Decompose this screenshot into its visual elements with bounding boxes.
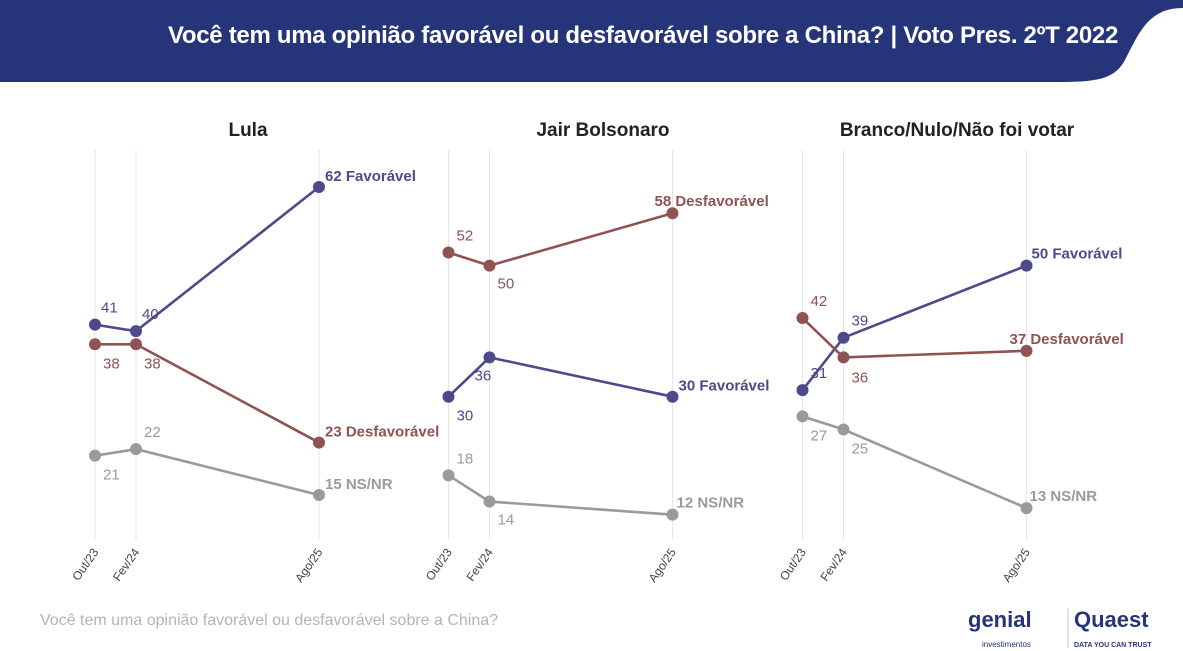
x-tick-label: Out/23 — [423, 545, 455, 583]
series-line-NS/NR — [447, 474, 673, 516]
data-label: 58 Desfavorável — [655, 193, 769, 210]
brand-logos: genial investimentos Quaest DATA YOU CAN… — [968, 607, 1152, 649]
data-point — [483, 495, 496, 508]
series-line-NS/NR — [94, 447, 320, 497]
data-label: 18 — [457, 450, 474, 467]
data-label: 50 — [498, 276, 515, 293]
data-point — [130, 443, 142, 456]
genial-logo-sub: investimentos — [982, 640, 1031, 649]
data-point — [1020, 344, 1033, 357]
data-point — [837, 331, 850, 344]
data-label: 27 — [811, 427, 828, 444]
x-tick-label: Ago/25 — [646, 545, 679, 584]
data-point — [89, 318, 101, 331]
panel-title: Lula — [228, 120, 267, 141]
data-point — [666, 390, 679, 403]
data-label: 42 — [811, 293, 828, 310]
data-label: 14 — [498, 512, 515, 529]
quaest-logo-sub: DATA YOU CAN TRUST — [1074, 642, 1152, 649]
data-point — [313, 436, 325, 449]
data-point — [130, 325, 142, 338]
data-label: 41 — [101, 300, 118, 317]
series-line-Desfavorável — [801, 317, 1027, 359]
data-label: 39 — [852, 313, 869, 330]
header-banner — [0, 0, 1183, 82]
x-tick-label: Out/23 — [69, 545, 101, 583]
series-line-NS/NR — [802, 415, 1028, 510]
x-tick-label: Ago/25 — [292, 545, 325, 584]
data-label: 13 NS/NR — [1030, 488, 1098, 505]
panel-1: Jair Bolsonaro Out/23 Fev/24 Ago/25 30 36 30 F… — [423, 120, 770, 585]
panel-title: Branco/Nulo/Não foi votar — [840, 120, 1075, 141]
data-point — [89, 338, 101, 351]
x-tick-label: Fev/24 — [817, 545, 850, 583]
panel-2: Branco/Nulo/Não foi votar Out/23 Fev/24 Ago… — [777, 120, 1124, 585]
series-line-Favorável — [801, 264, 1027, 391]
page-title: Você tem uma opinião favorável ou desfav… — [167, 22, 1118, 49]
data-point — [837, 351, 850, 364]
data-point — [796, 312, 809, 325]
data-label: 62 Favorável — [325, 168, 416, 185]
data-label: 37 Desfavorável — [1010, 331, 1124, 348]
data-point — [483, 259, 496, 272]
data-label: 25 — [852, 440, 869, 457]
data-point — [442, 469, 455, 482]
data-label: 15 NS/NR — [325, 476, 393, 493]
data-label: 22 — [144, 424, 161, 441]
data-label: 50 Favorável — [1032, 246, 1123, 263]
data-label: 30 Favorável — [679, 378, 770, 395]
data-label: 31 — [811, 365, 828, 382]
x-tick-label: Fev/24 — [110, 545, 143, 583]
data-point — [442, 390, 455, 403]
data-label: 23 Desfavorável — [325, 424, 439, 441]
data-point — [796, 384, 809, 397]
data-point — [796, 410, 809, 423]
data-point — [1020, 502, 1033, 515]
data-label: 21 — [103, 467, 120, 484]
data-point — [130, 338, 142, 351]
data-label: 40 — [142, 306, 159, 323]
data-point — [837, 423, 850, 436]
data-point — [442, 246, 455, 259]
series-line-Favorável — [94, 185, 320, 333]
data-label: 30 — [457, 408, 474, 425]
data-point — [313, 488, 325, 501]
data-point — [313, 181, 325, 193]
data-label: 38 — [144, 355, 161, 372]
series-line-Desfavorável — [95, 342, 320, 444]
genial-logo: genial — [968, 607, 1032, 632]
data-label: 36 — [475, 367, 492, 384]
quaest-logo: Quaest — [1074, 607, 1149, 632]
data-point — [89, 449, 101, 462]
data-point — [666, 508, 679, 521]
data-label: 36 — [852, 369, 869, 386]
panel-title: Jair Bolsonaro — [536, 120, 669, 141]
data-label: 52 — [457, 228, 474, 245]
data-point — [1020, 259, 1033, 272]
panel-0: Lula Out/23 Fev/24 Ago/25 41 40 62 Favorável 38… — [69, 120, 439, 585]
data-point — [483, 351, 496, 364]
x-tick-label: Ago/25 — [1000, 545, 1033, 584]
footer-note: Você tem uma opinião favorável ou desfav… — [40, 612, 499, 629]
data-point — [666, 207, 679, 220]
data-label: 12 NS/NR — [677, 495, 745, 512]
data-label: 38 — [103, 355, 120, 372]
x-tick-label: Out/23 — [777, 545, 809, 583]
series-line-Desfavorável — [448, 211, 673, 267]
x-tick-label: Fev/24 — [463, 545, 496, 583]
